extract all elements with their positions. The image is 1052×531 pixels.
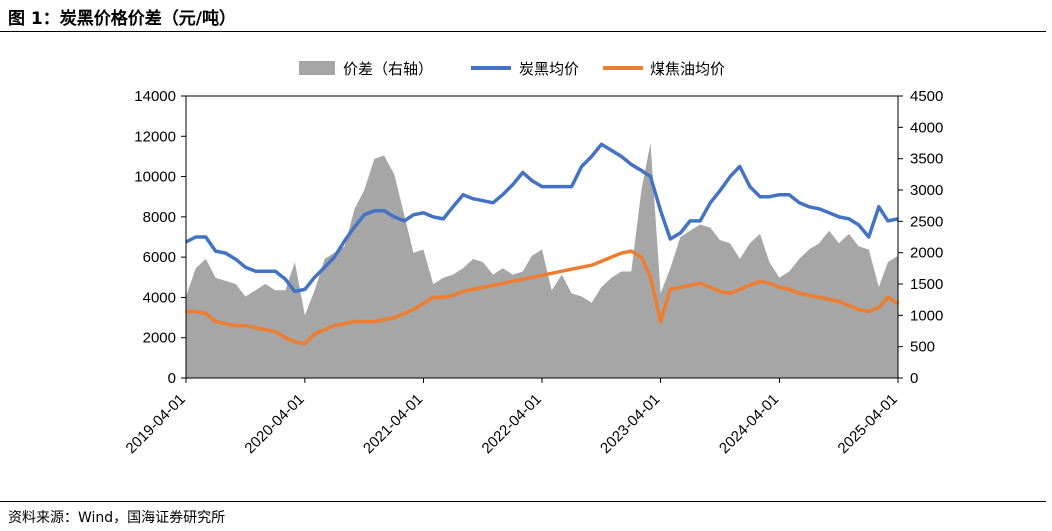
series-line-coal-tar [186, 249, 899, 346]
right-tick-label: 3500 [910, 151, 943, 168]
x-tick-label: 2022-04-01 [479, 391, 545, 457]
series-area-spread [186, 143, 898, 378]
price-lines-layer [185, 142, 899, 346]
right-tick-label: 1000 [910, 307, 943, 324]
right-tick-label: 500 [910, 339, 935, 356]
right-tick-label: 2500 [910, 213, 943, 230]
spread-area-layer [186, 143, 898, 378]
right-tick-label: 0 [910, 370, 918, 387]
x-tick-label: 2024-04-01 [716, 391, 782, 457]
x-tick-label: 2023-04-01 [597, 391, 663, 457]
series-line-carbon-black [185, 142, 899, 294]
x-tick-label: 2021-04-01 [360, 391, 426, 457]
x-tick-label: 2020-04-01 [241, 391, 307, 457]
left-tick-label: 8000 [143, 209, 176, 226]
right-tick-label: 4000 [910, 119, 943, 136]
figure-title: 图 1：炭黑价格价差（元/吨） [8, 9, 236, 29]
right-tick-label: 2000 [910, 245, 943, 262]
source-note: 资料来源：Wind，国海证券研究所 [8, 510, 226, 526]
source-rule [0, 501, 1046, 502]
right-tick-label: 3000 [910, 182, 943, 199]
left-tick-label: 12000 [134, 128, 176, 145]
price-spread-chart: 价差（右轴） 炭黑均价 煤焦油均价 020004000600080001000012… [123, 60, 944, 457]
x-tick-label: 2025-04-01 [835, 391, 901, 457]
left-tick-label: 2000 [143, 330, 176, 347]
left-tick-label: 4000 [143, 289, 176, 306]
legend-label-spread: 价差（右轴） [343, 60, 433, 78]
right-tick-label: 1500 [910, 276, 943, 293]
legend-label-carbon-black: 炭黑均价 [519, 60, 579, 78]
left-tick-label: 0 [168, 370, 176, 387]
left-tick-label: 6000 [143, 249, 176, 266]
chart-legend: 价差（右轴） 炭黑均价 煤焦油均价 [299, 60, 725, 78]
legend-label-coal-tar: 煤焦油均价 [650, 60, 725, 78]
left-tick-label: 14000 [134, 88, 176, 105]
right-tick-label: 4500 [910, 88, 943, 105]
legend-swatch-spread [299, 61, 335, 75]
title-rule [0, 31, 1046, 32]
left-tick-label: 10000 [134, 169, 176, 186]
x-tick-label: 2019-04-01 [123, 391, 189, 457]
